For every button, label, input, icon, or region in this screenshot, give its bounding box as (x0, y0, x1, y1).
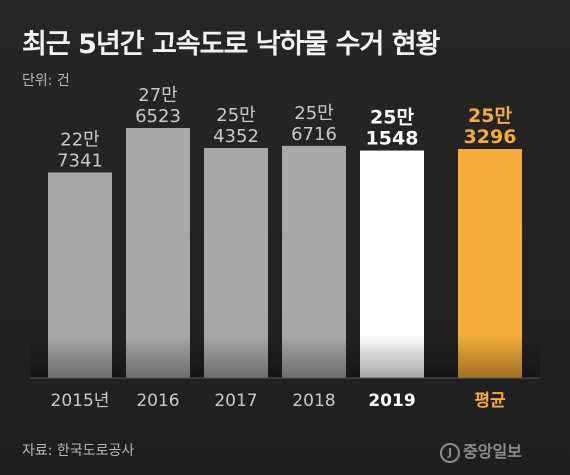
data-label: 22만 (60, 129, 99, 150)
logo-mark-icon: J (440, 442, 460, 463)
x-tick-label: 평균 (474, 391, 506, 411)
data-label: 1548 (366, 128, 419, 150)
x-tick-label: 2019 (368, 391, 415, 411)
data-label: 25만 (468, 105, 512, 127)
chart-title: 최근 5년간 고속도로 낙하물 수거 현황 (22, 29, 440, 60)
data-label: 25만 (216, 105, 255, 126)
source-note: 자료: 한국도로공사 (22, 443, 135, 459)
data-label: 27만 (138, 85, 177, 106)
data-label: 6523 (135, 106, 181, 127)
x-tick-label: 2017 (214, 391, 257, 411)
unit-note: 단위: 건 (22, 73, 70, 89)
data-label: 25만 (294, 103, 333, 124)
x-tick-label: 2018 (292, 391, 335, 411)
x-tick-label: 2016 (136, 391, 179, 411)
publisher-logo: J 중앙일보 (440, 438, 522, 463)
bar-floor-shadow (30, 335, 540, 378)
logo-text: 중앙일보 (463, 442, 522, 461)
data-label: 4352 (213, 126, 259, 147)
data-label: 3296 (464, 126, 517, 148)
data-label: 6716 (291, 124, 337, 145)
data-label: 25만 (370, 107, 414, 129)
x-tick-label: 2015년 (51, 391, 110, 411)
data-label: 7341 (57, 150, 103, 171)
